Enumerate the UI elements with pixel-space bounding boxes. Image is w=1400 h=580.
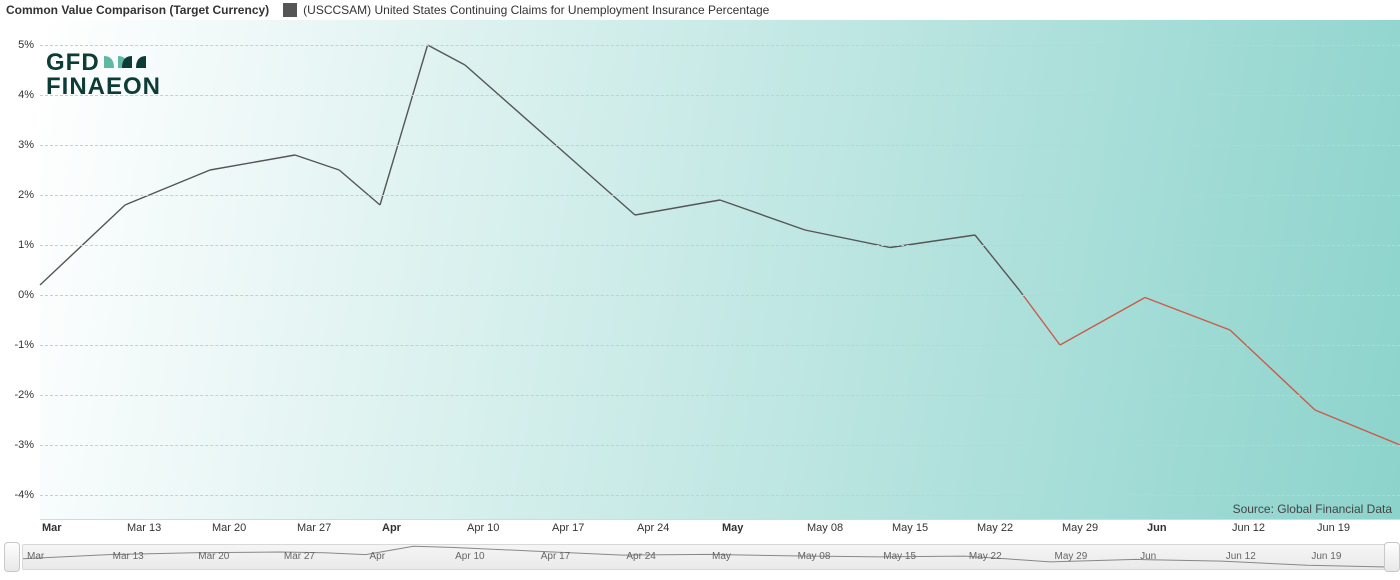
navigator-tick-label: Mar bbox=[27, 551, 44, 562]
x-tick-label: Mar 20 bbox=[212, 522, 246, 534]
x-tick-label: May 15 bbox=[892, 522, 928, 534]
navigator-tick-label: Apr 10 bbox=[455, 551, 484, 562]
series-segment bbox=[1145, 298, 1230, 331]
series-segment bbox=[339, 170, 380, 205]
series-segment bbox=[720, 200, 805, 230]
grid-line bbox=[40, 445, 1400, 446]
grid-line bbox=[40, 45, 1400, 46]
navigator-tick-label: May 29 bbox=[1055, 551, 1088, 562]
chart-header: Common Value Comparison (Target Currency… bbox=[0, 0, 1400, 20]
series-segment bbox=[635, 200, 720, 215]
series-segment bbox=[1315, 410, 1400, 445]
x-tick-label: May bbox=[722, 522, 743, 534]
navigator-tick-label: Jun 19 bbox=[1311, 551, 1341, 562]
navigator-area[interactable]: Mar Mar 13 Mar 20 Mar 27 Apr Apr 10 Apr 17 Apr … bbox=[0, 540, 1400, 580]
navigator-tick-label: Apr 17 bbox=[541, 551, 570, 562]
x-tick-label: Mar 27 bbox=[297, 522, 331, 534]
navigator-tick-label: Mar 13 bbox=[113, 551, 144, 562]
grid-line bbox=[40, 195, 1400, 196]
x-tick-label: May 08 bbox=[807, 522, 843, 534]
y-tick-label: -2% bbox=[0, 389, 34, 401]
navigator-tick-label: May 08 bbox=[798, 551, 831, 562]
navigator-tick-label: Jun bbox=[1140, 551, 1156, 562]
x-tick-label: Jun 12 bbox=[1232, 522, 1265, 534]
navigator-tick-label: Mar 27 bbox=[284, 551, 315, 562]
series-segment bbox=[295, 155, 339, 170]
navigator-tick-label: Jun 12 bbox=[1226, 551, 1256, 562]
series-segment bbox=[1230, 330, 1315, 410]
navigator-tick-label: May 22 bbox=[969, 551, 1002, 562]
grid-line bbox=[40, 345, 1400, 346]
series-segment bbox=[465, 65, 550, 140]
x-tick-label: May 29 bbox=[1062, 522, 1098, 534]
grid-line bbox=[40, 495, 1400, 496]
x-tick-label: Mar bbox=[42, 522, 62, 534]
navigator-tick-label: May bbox=[712, 551, 731, 562]
navigator-tick-label: Apr 24 bbox=[626, 551, 655, 562]
y-tick-label: 3% bbox=[0, 139, 34, 151]
navigator-tick-label: May 15 bbox=[883, 551, 916, 562]
series-segment bbox=[380, 45, 428, 205]
grid-line bbox=[40, 295, 1400, 296]
x-tick-label: Apr 10 bbox=[467, 522, 499, 534]
y-tick-label: 5% bbox=[0, 39, 34, 51]
x-tick-label: Apr 24 bbox=[637, 522, 669, 534]
x-tick-label: Jun bbox=[1147, 522, 1167, 534]
x-tick-label: Mar 13 bbox=[127, 522, 161, 534]
grid-line bbox=[40, 95, 1400, 96]
y-tick-label: 0% bbox=[0, 289, 34, 301]
x-tick-label: Apr 17 bbox=[552, 522, 584, 534]
grid-line bbox=[40, 145, 1400, 146]
navigator-tick-label: Mar 20 bbox=[198, 551, 229, 562]
y-tick-label: 1% bbox=[0, 239, 34, 251]
y-tick-label: -4% bbox=[0, 489, 34, 501]
x-tick-label: May 22 bbox=[977, 522, 1013, 534]
legend-label: (USCCSAM) United States Continuing Claim… bbox=[303, 3, 769, 17]
y-tick-label: 4% bbox=[0, 89, 34, 101]
series-segment bbox=[428, 45, 465, 65]
series-segment bbox=[125, 170, 210, 205]
navigator-track[interactable]: Mar Mar 13 Mar 20 Mar 27 Apr Apr 10 Apr 17 Apr … bbox=[22, 544, 1392, 570]
grid-line bbox=[40, 245, 1400, 246]
chart-title: Common Value Comparison (Target Currency… bbox=[6, 3, 269, 17]
x-tick-label: Jun 19 bbox=[1317, 522, 1350, 534]
series-segment bbox=[550, 140, 635, 215]
source-label: Source: Global Financial Data bbox=[1233, 502, 1392, 516]
y-tick-label: 2% bbox=[0, 189, 34, 201]
y-tick-label: -1% bbox=[0, 339, 34, 351]
navigator-tick-label: Apr bbox=[370, 551, 386, 562]
navigator-handle-left[interactable] bbox=[4, 542, 20, 572]
grid-line bbox=[40, 395, 1400, 396]
legend-swatch bbox=[283, 3, 297, 17]
series-segment bbox=[1023, 295, 1060, 345]
y-tick-label: -3% bbox=[0, 439, 34, 451]
navigator-handle-right[interactable] bbox=[1384, 542, 1400, 572]
series-segment bbox=[210, 155, 295, 170]
x-tick-label: Apr bbox=[382, 522, 401, 534]
series-segment bbox=[1060, 298, 1145, 346]
chart-area[interactable]: -4%-3%-2%-1%0%1%2%3%4%5% MarMar 13Mar 20… bbox=[0, 20, 1400, 520]
series-segment bbox=[975, 235, 1019, 290]
